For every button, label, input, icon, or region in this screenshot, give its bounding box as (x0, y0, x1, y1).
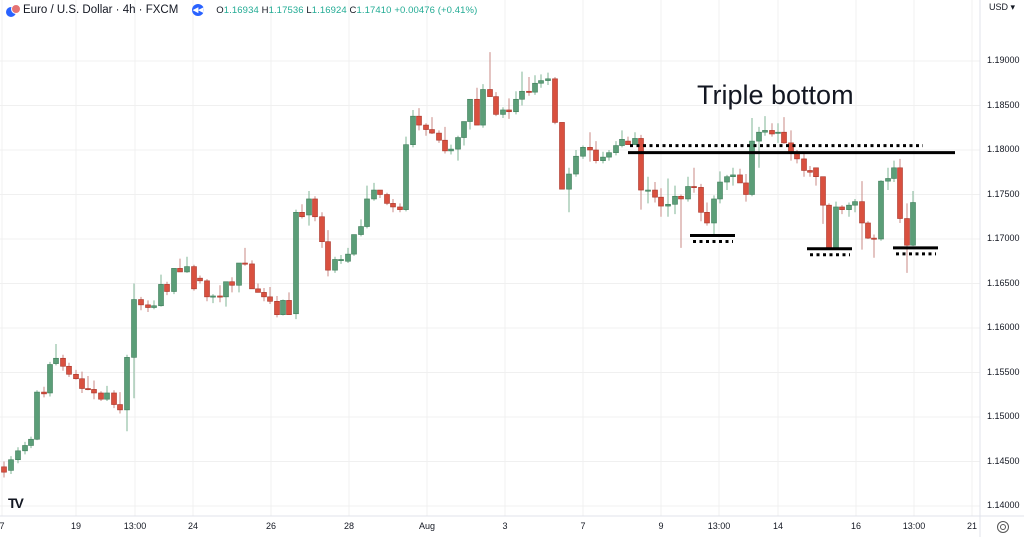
time-tick-label: 13:00 (707, 521, 731, 531)
tradingview-logo[interactable]: TV (8, 495, 24, 511)
time-tick-label: 7 (580, 521, 586, 531)
high-value: 1.17536 (268, 4, 304, 16)
low-value: 1.16924 (311, 4, 347, 16)
time-tick-label: 21 (966, 521, 978, 531)
price-tick-label: 1.15500 (987, 366, 1020, 377)
time-tick-label: 16 (850, 521, 862, 531)
time-tick-label: 24 (187, 521, 199, 531)
replay-icon[interactable]: ◀◀ (192, 4, 205, 16)
price-tick-label: 1.18500 (987, 99, 1020, 110)
time-tick-label: 26 (265, 521, 277, 531)
time-tick-label: 19 (70, 521, 82, 531)
price-tick-label: 1.19000 (987, 55, 1020, 65)
change-value: +0.00476 (+0.41%) (394, 4, 478, 16)
trend-lines[interactable] (628, 144, 955, 257)
symbol-title[interactable]: Euro / U.S. Dollar · 4h · FXCM (23, 4, 179, 16)
price-tick-label: 1.18000 (987, 144, 1020, 154)
time-tick-label: Aug (418, 521, 436, 531)
currency-selector[interactable]: USD ▾ (989, 2, 1016, 12)
time-tick-label: 14 (772, 521, 784, 531)
eurusd-flag-icon (6, 3, 21, 17)
time-tick-label: 13:00 (902, 521, 926, 531)
ohlc-values: O1.16934 H1.17536 L1.16924 C1.17410 +0.0… (216, 5, 477, 16)
grid-lines (0, 0, 980, 516)
close-value: 1.17410 (356, 4, 392, 16)
candlestick-series (1, 52, 916, 478)
price-tick-label: 1.14500 (987, 455, 1020, 466)
close-label: C (349, 4, 357, 16)
price-tick-label: 1.14000 (987, 500, 1020, 510)
high-label: H (261, 4, 269, 16)
low-label: L (306, 4, 312, 16)
time-tick-label: 7 (0, 521, 5, 531)
time-tick-label: 3 (502, 521, 508, 531)
price-tick-label: 1.17500 (987, 188, 1020, 199)
chart-header: Euro / U.S. Dollar · 4h · FXCM ◀◀ O1.169… (6, 3, 477, 17)
time-tick-label: 9 (658, 521, 664, 531)
settings-icon[interactable] (997, 521, 1009, 533)
open-value: 1.16934 (223, 4, 259, 16)
price-tick-label: 1.16000 (987, 322, 1020, 332)
triple-bottom-annotation[interactable]: Triple bottom (697, 80, 854, 110)
price-tick-label: 1.16500 (987, 277, 1020, 288)
time-tick-label: 28 (343, 521, 355, 531)
time-tick-label: 13:00 (123, 521, 147, 531)
open-label: O (216, 4, 224, 16)
price-tick-label: 1.17000 (987, 233, 1020, 243)
price-tick-label: 1.15000 (987, 411, 1020, 421)
